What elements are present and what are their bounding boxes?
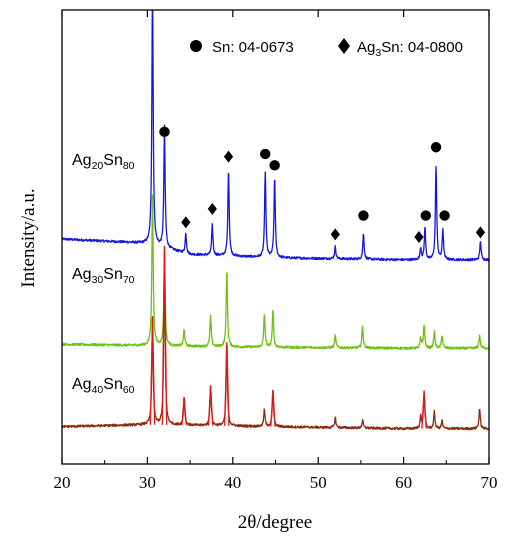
sample-label-ag40sn60: Ag40Sn60 xyxy=(72,376,135,396)
x-tick-label: 70 xyxy=(481,473,498,492)
sn-peak-marker xyxy=(159,126,170,138)
peak-highlight xyxy=(421,391,427,429)
legend-ag3sn-base: Ag xyxy=(357,39,375,56)
peak-highlight xyxy=(224,342,230,426)
legend-ag3sn-label: Ag3Sn: 04-0800 xyxy=(357,39,463,59)
x-tick-label: 40 xyxy=(224,473,241,492)
sample-label-ag20sn80: Ag20Sn80 xyxy=(72,152,135,172)
x-tick-label: 50 xyxy=(310,473,327,492)
x-tick-label: 30 xyxy=(139,473,156,492)
series-layer xyxy=(62,10,489,431)
peak-highlight xyxy=(207,385,214,426)
series-ag30sn70 xyxy=(62,194,489,350)
ag3sn-peak-marker xyxy=(207,202,217,215)
peak-highlight xyxy=(149,317,156,425)
sn-peak-marker xyxy=(260,148,271,160)
series-line-ag20sn80 xyxy=(62,10,489,262)
series-line-ag40sn60 xyxy=(62,245,489,431)
peak-highlight xyxy=(161,247,168,425)
axes-layer: 20 30 40 50 60 70 xyxy=(54,9,498,492)
x-tick-label: 60 xyxy=(395,473,412,492)
sn-peak-marker xyxy=(358,210,369,221)
peak-highlight xyxy=(270,389,276,427)
ag3sn-peak-marker xyxy=(475,226,486,239)
x-axis-title: 2θ/degree xyxy=(238,512,313,533)
y-axis-title: Intensity/a.u. xyxy=(18,188,39,287)
sn-peak-marker xyxy=(430,142,442,153)
legend-sn-label: Sn: 04-0673 xyxy=(212,39,294,56)
series-line-ag30sn70 xyxy=(62,194,489,350)
legend-diamond-icon xyxy=(338,38,350,54)
legend: Sn: 04-0673 Ag3Sn: 04-0800 xyxy=(190,38,463,59)
legend-ag3sn-sub: 3 xyxy=(375,47,381,59)
legend-ag3sn-rest: Sn: 04-0800 xyxy=(381,39,463,56)
ag3sn-peak-marker xyxy=(414,231,424,244)
sample-labels: Ag20Sn80 Ag30Sn70 Ag40Sn60 xyxy=(72,152,135,396)
ag3sn-peak-marker xyxy=(181,216,191,229)
legend-circle-icon xyxy=(190,40,202,52)
phase-marker-layer xyxy=(159,126,486,244)
sn-peak-marker xyxy=(420,210,432,221)
peak-highlight xyxy=(181,397,187,426)
sn-peak-marker xyxy=(269,160,280,171)
sn-peak-marker xyxy=(439,210,450,221)
series-ag40sn60 xyxy=(62,245,489,431)
series-ag20sn80 xyxy=(62,10,489,262)
ag3sn-peak-marker xyxy=(223,150,234,163)
ag3sn-peak-marker xyxy=(330,228,340,241)
sample-label-ag30sn70: Ag30Sn70 xyxy=(72,266,135,286)
x-tick-label: 20 xyxy=(54,473,71,492)
